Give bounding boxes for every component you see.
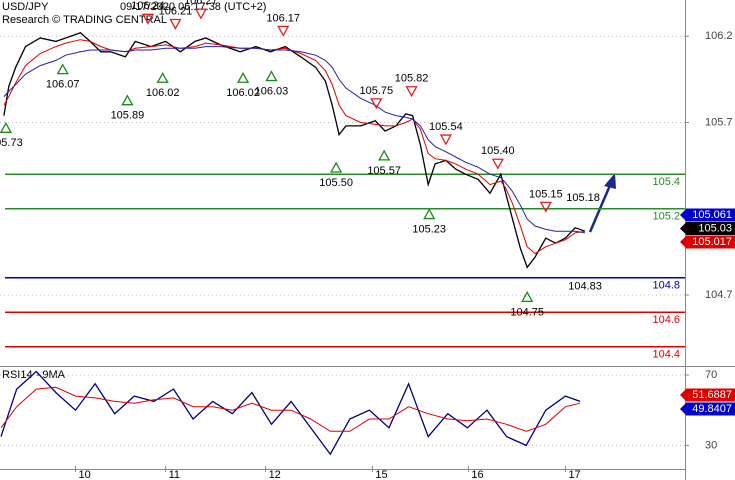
- series-line: [0, 386, 581, 432]
- high-marker: [141, 13, 155, 25]
- high-marker: [491, 158, 504, 170]
- price-tag-label: 51.6887: [692, 389, 732, 401]
- low-marker: [330, 161, 343, 173]
- price-tag: [686, 388, 735, 402]
- low-label: 105.57: [367, 165, 401, 177]
- price-tag-label: 49.8407: [692, 403, 732, 415]
- high-label: 106.24: [131, 0, 165, 12]
- price-note: 105.18: [566, 192, 600, 204]
- price-note: 104.83: [568, 280, 602, 292]
- price-tag-label: 105.017: [692, 236, 732, 248]
- rsi-title: RSI14 - 9MA: [2, 369, 66, 381]
- low-label: 105.89: [111, 110, 145, 122]
- x-tick-label: 10: [78, 469, 90, 480]
- price-tag: [686, 402, 735, 416]
- high-label: 105.75: [359, 85, 393, 97]
- high-label: 105.82: [395, 73, 429, 85]
- level-label: 105.4: [652, 176, 680, 188]
- x-tick-label: 12: [269, 469, 281, 480]
- chart-title: USD/JPY: [2, 1, 49, 13]
- low-marker: [423, 208, 436, 220]
- y-tick-label: 106.2: [705, 30, 733, 42]
- y-tick-label: 30: [705, 439, 717, 451]
- low-marker: [56, 63, 69, 75]
- level-label: 104.8: [652, 280, 680, 292]
- high-marker: [439, 134, 452, 146]
- high-marker: [169, 18, 182, 30]
- low-marker: [265, 70, 278, 82]
- series-line: [3, 46, 586, 234]
- low-label: 106.03: [255, 85, 289, 97]
- low-marker: [236, 71, 250, 83]
- low-label: 105.73: [0, 137, 23, 149]
- series-line: [0, 370, 581, 456]
- price-tag: [686, 208, 735, 222]
- level-label: 104.4: [652, 349, 680, 361]
- high-label: 105.15: [529, 188, 563, 200]
- y-tick-label: 104.7: [705, 289, 733, 301]
- level-label: 104.6: [652, 314, 680, 326]
- x-tick-label: 16: [471, 469, 483, 480]
- series-line: [3, 39, 586, 255]
- y-tick-label: 105.7: [705, 116, 733, 128]
- low-label: 105.50: [319, 177, 353, 189]
- x-tick-label: 11: [169, 469, 180, 480]
- price-tag: [686, 235, 735, 249]
- price-tag-pointer: [680, 389, 686, 401]
- level-label: 105.2: [652, 211, 680, 223]
- price-tag-pointer: [680, 236, 686, 248]
- high-marker: [194, 8, 207, 20]
- high-label: 106.17: [266, 12, 300, 24]
- high-label: 105.54: [429, 121, 463, 133]
- high-label: 106.27: [184, 0, 218, 7]
- high-marker: [370, 98, 383, 110]
- low-label: 106.02: [146, 87, 180, 99]
- high-marker: [539, 201, 552, 213]
- low-marker: [378, 149, 391, 161]
- price-tag: [686, 222, 735, 235]
- low-marker: [121, 94, 134, 106]
- low-label: 104.75: [510, 306, 544, 318]
- price-tag-label: 105.061: [692, 209, 732, 221]
- low-marker: [521, 291, 534, 303]
- low-label: 106.07: [46, 79, 80, 91]
- x-tick-label: 15: [375, 469, 387, 480]
- chart-subtitle: 09/17/2020 06:17:38 (UTC+2): [120, 1, 266, 13]
- high-label: 106.21: [159, 5, 193, 17]
- low-marker: [156, 71, 169, 83]
- price-tag-label: 105.03: [698, 222, 732, 234]
- source: Research © TRADING CENTRAL: [2, 14, 167, 26]
- y-tick-label: 70: [705, 369, 717, 381]
- low-label: 106.02: [226, 87, 260, 99]
- price-tag-pointer: [680, 209, 686, 221]
- low-marker: [0, 121, 12, 133]
- price-tag-pointer: [680, 222, 686, 235]
- high-marker: [405, 86, 418, 98]
- price-tag-pointer: [680, 403, 686, 415]
- forecast-arrow: [588, 173, 616, 233]
- low-label: 105.23: [412, 223, 446, 235]
- x-tick-label: 17: [568, 469, 580, 480]
- high-marker: [277, 25, 290, 37]
- high-label: 105.40: [481, 145, 515, 157]
